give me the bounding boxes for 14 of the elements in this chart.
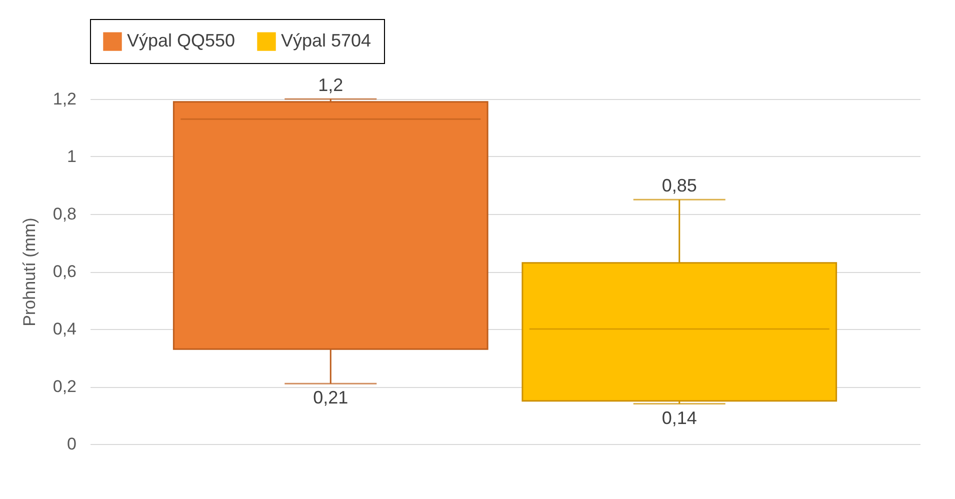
annotation: 0,21 [313,388,348,408]
y-tick-label: 1,2 [52,90,76,108]
y-axis-title: Prohnutí (mm) [20,218,39,326]
y-tick-label: 0 [67,434,76,454]
annotation: 1,2 [318,75,344,95]
y-tick-label: 0,8 [52,204,76,224]
legend-label: Výpal 5704 [281,30,372,51]
y-tick-label: 0,2 [52,377,76,396]
y-tick-label: 1 [67,147,76,166]
y-tick-label: 0,4 [52,320,76,338]
annotation: 0,85 [662,176,697,196]
legend-label: Výpal QQ550 [127,30,236,51]
annotation: 0,14 [662,408,697,428]
y-tick-label: 0,6 [52,262,76,281]
